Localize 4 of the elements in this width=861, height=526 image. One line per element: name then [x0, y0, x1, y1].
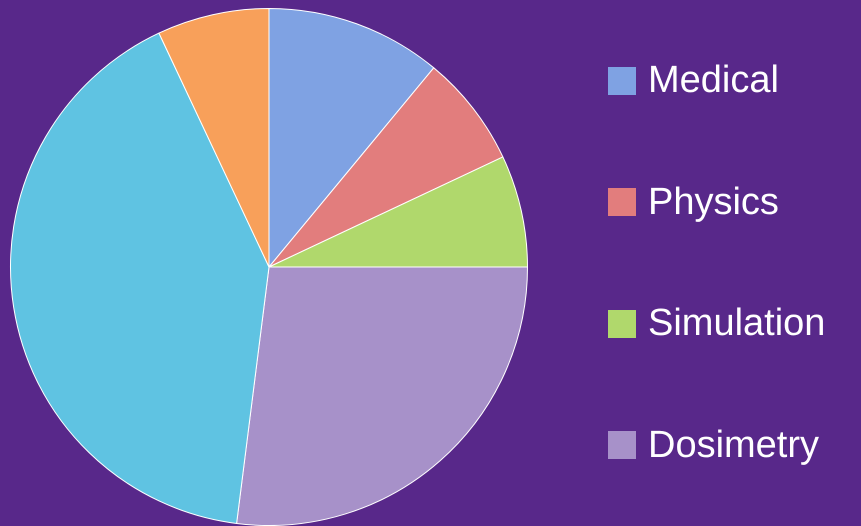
legend-label: Medical: [648, 59, 779, 102]
legend-label: Dosimetry: [648, 424, 820, 467]
legend-label: Simulation: [648, 302, 826, 346]
legend-label: Physics: [648, 180, 779, 224]
